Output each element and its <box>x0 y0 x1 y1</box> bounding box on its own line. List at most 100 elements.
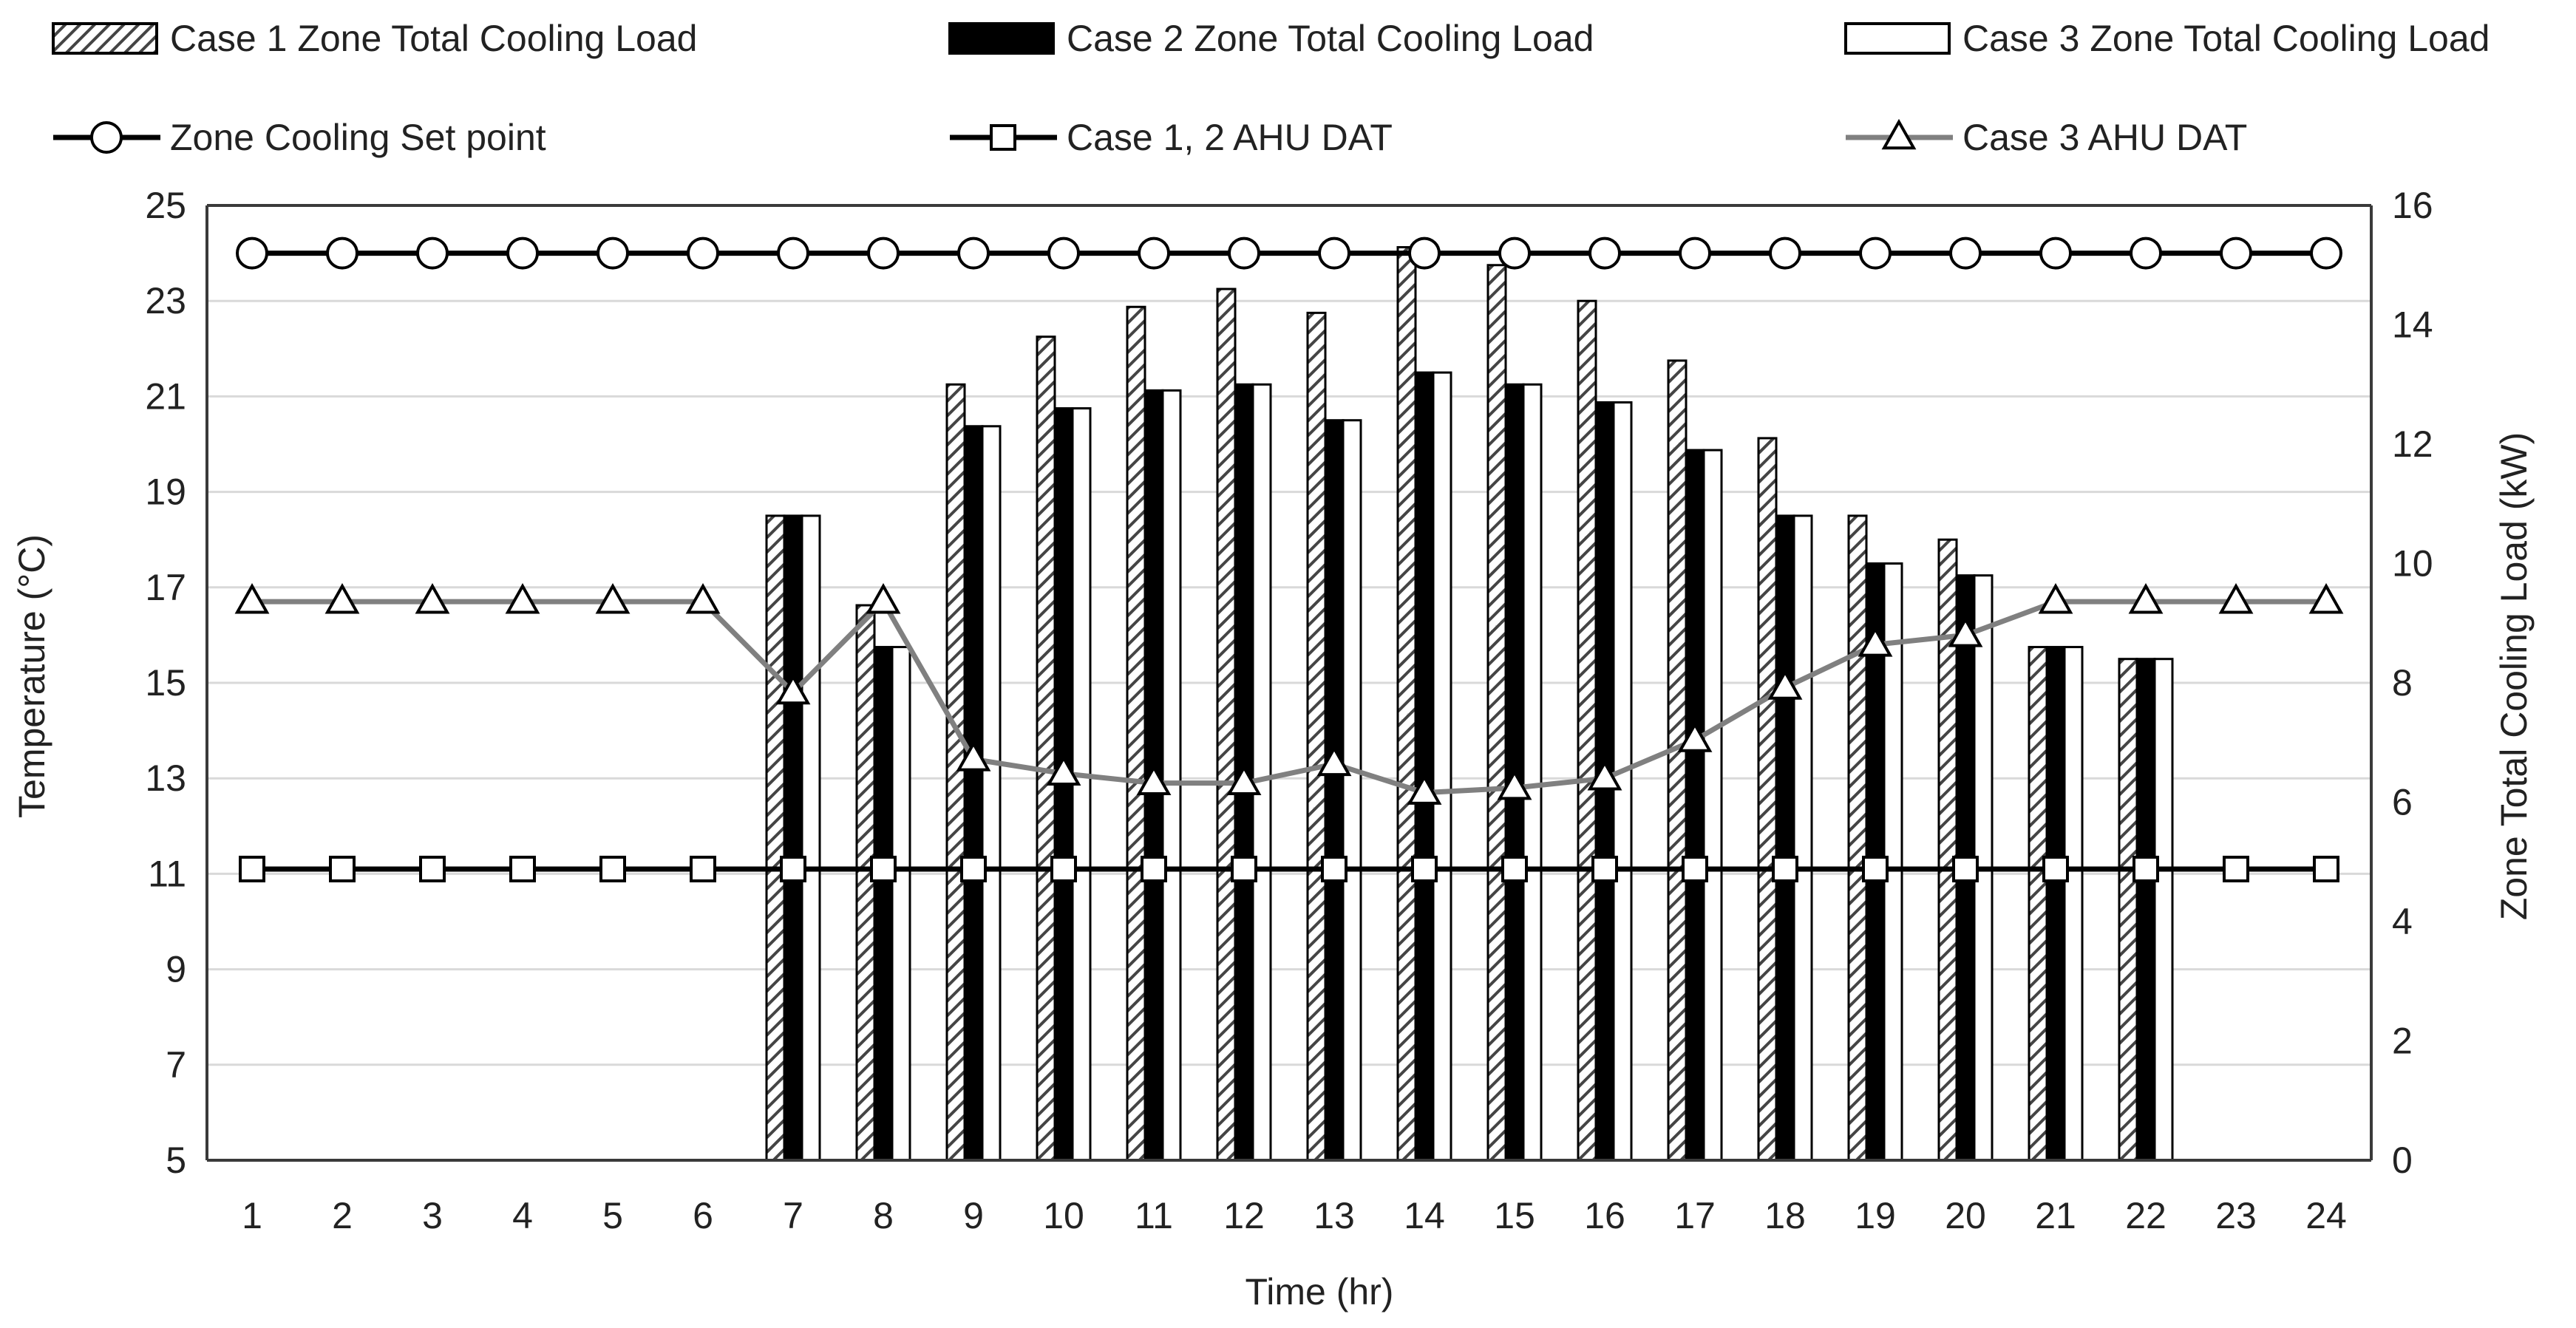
y-tick-label: 9 <box>166 949 186 990</box>
bar <box>1036 336 1056 1162</box>
data-point <box>324 583 360 614</box>
y-tick-label: 7 <box>166 1044 186 1086</box>
bars <box>765 246 2174 1162</box>
bar <box>1792 514 1813 1162</box>
x-tick-label: 15 <box>1494 1195 1535 1236</box>
data-point <box>1411 855 1438 882</box>
y2-tick-label: 14 <box>2392 304 2433 346</box>
y2-tick-label: 0 <box>2392 1140 2413 1181</box>
data-point <box>1047 236 1080 270</box>
data-point <box>1408 236 1441 270</box>
data-point <box>1318 236 1350 270</box>
bar <box>783 514 803 1162</box>
bar <box>2153 658 2174 1162</box>
x-tick-label: 24 <box>2305 1195 2347 1236</box>
data-point <box>2042 855 2069 882</box>
data-point <box>234 583 270 614</box>
data-point <box>1858 626 1893 657</box>
data-point <box>1591 855 1618 882</box>
y-tick-label: 25 <box>145 185 186 226</box>
y-tick-label: 15 <box>145 662 186 704</box>
bar <box>1414 371 1435 1162</box>
y-tick-label: 21 <box>145 375 186 417</box>
x-axis-title: Time (hr) <box>1245 1271 1394 1312</box>
y-axis-title: Temperature (°C) <box>11 534 52 818</box>
legend-label: Case 1 Zone Total Cooling Load <box>170 18 697 59</box>
x-tick-label: 3 <box>422 1195 443 1236</box>
data-point <box>1501 855 1528 882</box>
data-point <box>1138 236 1170 270</box>
data-point <box>1769 236 1801 270</box>
axes <box>205 204 2373 1162</box>
data-point <box>1587 760 1622 791</box>
x-tick-label: 23 <box>2215 1195 2257 1236</box>
bar <box>1342 419 1362 1162</box>
x-tick-label: 10 <box>1043 1195 1084 1236</box>
data-point <box>1498 236 1531 270</box>
x-tick-label: 2 <box>332 1195 353 1236</box>
legend-item: Case 2 Zone Total Cooling Load <box>948 18 1594 59</box>
y-tick-label: 23 <box>145 280 186 321</box>
data-point <box>1881 118 1917 150</box>
x-tick-label: 1 <box>242 1195 262 1236</box>
x-tick-label: 4 <box>512 1195 533 1236</box>
data-point <box>416 236 449 270</box>
data-point <box>2310 236 2342 270</box>
data-point <box>1679 236 1711 270</box>
bar <box>1522 383 1543 1162</box>
data-point <box>1677 721 1713 752</box>
data-point <box>2308 583 2344 614</box>
legend-item: Case 3 AHU DAT <box>1846 117 2247 158</box>
data-point <box>236 236 268 270</box>
data-point <box>1407 774 1442 805</box>
bar <box>1486 264 1507 1162</box>
bar <box>1324 419 1345 1162</box>
bar <box>945 383 966 1162</box>
data-point <box>1497 769 1532 800</box>
data-point <box>866 583 901 614</box>
y-tick-label: 19 <box>145 471 186 513</box>
data-point <box>775 673 811 705</box>
data-point <box>2313 855 2339 882</box>
data-point <box>1859 236 1892 270</box>
bar <box>2135 658 2156 1162</box>
data-point <box>1228 236 1260 270</box>
bar <box>1396 246 1417 1162</box>
data-point <box>90 121 123 154</box>
data-point <box>599 855 626 882</box>
data-point <box>239 855 265 882</box>
x-tick-label: 12 <box>1223 1195 1265 1236</box>
bar <box>1251 383 1272 1162</box>
data-point <box>1321 855 1348 882</box>
data-point <box>2038 583 2073 614</box>
data-point <box>2130 236 2162 270</box>
data-point <box>1952 855 1979 882</box>
legend-label: Zone Cooling Set point <box>170 117 546 158</box>
data-point <box>1862 855 1889 882</box>
bar <box>1702 449 1723 1162</box>
data-point <box>1046 755 1081 786</box>
data-point <box>1948 616 1983 647</box>
data-point <box>1588 236 1621 270</box>
x-tick-label: 19 <box>1855 1195 1896 1236</box>
data-point <box>2128 583 2164 614</box>
x-tick-label: 21 <box>2035 1195 2076 1236</box>
y-tick-label: 5 <box>166 1140 186 1181</box>
data-point <box>2039 236 2072 270</box>
legend-swatch <box>52 22 158 55</box>
data-point <box>2218 583 2254 614</box>
bar <box>1306 311 1327 1162</box>
x-tick-label: 7 <box>783 1195 803 1236</box>
x-tick-label: 11 <box>1135 1195 1173 1236</box>
data-point <box>1767 669 1803 700</box>
y2-axis-title: Zone Total Cooling Load (kW) <box>2493 432 2535 921</box>
x-tick-label: 20 <box>1945 1195 1986 1236</box>
data-point <box>1226 764 1262 795</box>
bar <box>1577 299 1597 1162</box>
legend-item: Zone Cooling Set point <box>53 117 546 158</box>
data-point <box>506 236 539 270</box>
x-tick-label: 6 <box>693 1195 713 1236</box>
y2-tick-label: 6 <box>2392 782 2413 823</box>
